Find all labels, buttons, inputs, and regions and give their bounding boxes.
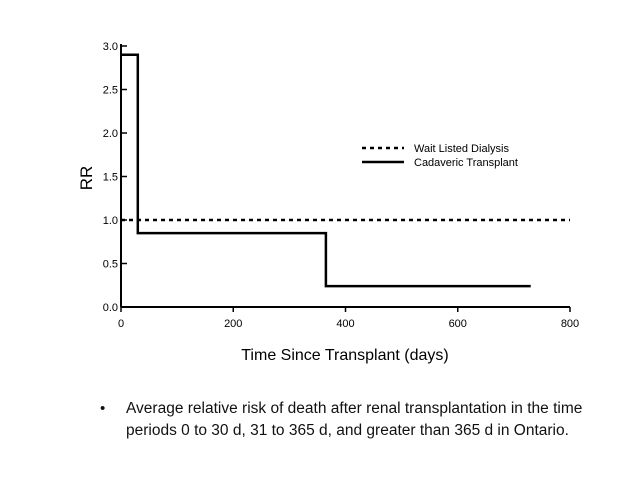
y-tick-label: 0.5 <box>103 259 118 271</box>
y-tick-label: 0.0 <box>103 302 118 314</box>
y-tick-label: 3.0 <box>103 41 118 53</box>
y-tick-label: 1.0 <box>103 215 118 227</box>
y-axis-label: RR <box>77 166 96 191</box>
x-tick-label: 600 <box>449 318 467 330</box>
chart-svg: 0.0 0.5 1.0 1.5 2.0 2.5 3.0 0 200 400 600 800 Wait … <box>77 41 579 364</box>
legend-label-2: Cadaveric Transplant <box>414 157 518 169</box>
x-tick-label: 0 <box>118 318 124 330</box>
bullet-icon: • <box>100 400 106 417</box>
legend-label-1: Wait Listed Dialysis <box>414 143 509 155</box>
x-tick-label: 200 <box>224 318 242 330</box>
legend: Wait Listed Dialysis Cadaveric Transplant <box>362 143 518 169</box>
y-tick-label: 2.0 <box>103 128 118 140</box>
y-tick-label: 2.5 <box>103 85 118 97</box>
y-tick-label: 1.5 <box>103 172 118 184</box>
chart: 0.0 0.5 1.0 1.5 2.0 2.5 3.0 0 200 400 600 800 Wait … <box>77 41 579 364</box>
series-layer <box>121 53 570 288</box>
x-tick-label: 400 <box>336 318 354 330</box>
axes: 0.0 0.5 1.0 1.5 2.0 2.5 3.0 0 200 400 600 800 <box>103 41 579 330</box>
x-tick-label: 800 <box>561 318 579 330</box>
caption: • Average relative risk of death after r… <box>100 398 620 442</box>
x-axis-label: Time Since Transplant (days) <box>241 347 448 364</box>
caption-text: Average relative risk of death after ren… <box>126 400 583 439</box>
series-line-2 <box>121 53 531 288</box>
